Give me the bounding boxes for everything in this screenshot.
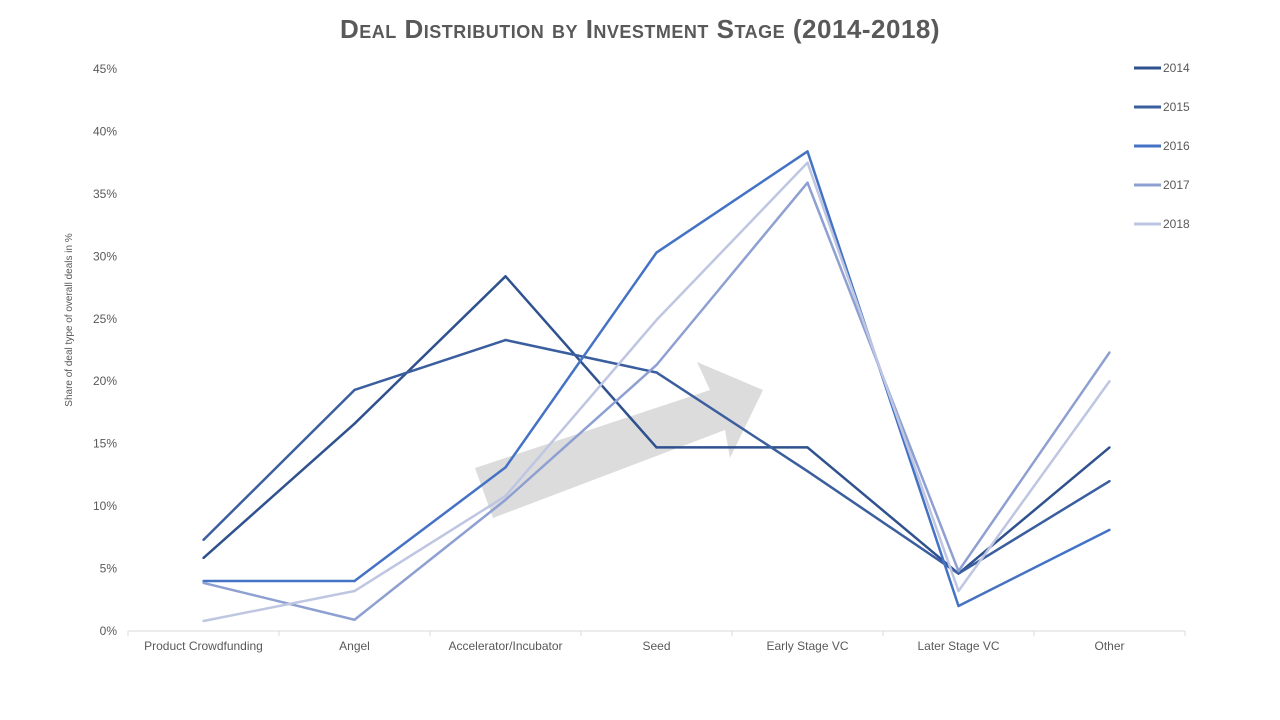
data-point-2017 bbox=[353, 618, 356, 621]
data-point-2015 bbox=[806, 469, 809, 473]
data-point-2015 bbox=[504, 338, 507, 342]
y-tick-label: 25% bbox=[93, 312, 117, 326]
x-tick-label: Early Stage VC bbox=[766, 639, 848, 653]
data-point-2015 bbox=[655, 371, 658, 374]
data-point-2018 bbox=[1108, 380, 1111, 383]
x-tick-label: Later Stage VC bbox=[917, 639, 999, 653]
data-point-2014 bbox=[202, 556, 205, 560]
legend-label-2015: 2015 bbox=[1163, 100, 1190, 114]
data-point-2015 bbox=[1108, 479, 1111, 483]
y-tick-label: 40% bbox=[93, 124, 117, 138]
data-point-2018 bbox=[202, 619, 205, 623]
y-tick-label: 10% bbox=[93, 499, 117, 513]
data-point-2014 bbox=[655, 446, 658, 449]
data-point-2016 bbox=[806, 150, 809, 153]
data-point-2016 bbox=[1108, 528, 1111, 532]
x-tick-label: Accelerator/Incubator bbox=[448, 639, 562, 653]
legend-label-2018: 2018 bbox=[1163, 217, 1190, 231]
y-tick-label: 45% bbox=[93, 62, 117, 76]
data-point-2016 bbox=[353, 579, 356, 583]
legend-label-2017: 2017 bbox=[1163, 178, 1190, 192]
y-tick-label: 0% bbox=[100, 624, 118, 638]
data-point-2018 bbox=[957, 589, 960, 593]
data-point-2018 bbox=[353, 589, 356, 593]
legend-label-2016: 2016 bbox=[1163, 139, 1190, 153]
data-point-2018 bbox=[504, 494, 507, 498]
data-point-2018 bbox=[655, 318, 658, 322]
data-point-2015 bbox=[353, 388, 356, 392]
series-line-2015 bbox=[202, 338, 1111, 575]
trend-arrow bbox=[475, 362, 763, 518]
data-point-2017 bbox=[957, 569, 960, 573]
data-point-2018 bbox=[806, 161, 809, 164]
y-tick-label: 5% bbox=[100, 562, 118, 576]
legend-label-2014: 2014 bbox=[1163, 61, 1190, 75]
y-tick-label: 30% bbox=[93, 249, 117, 263]
chart-title: Deal Distribution by Investment Stage (2… bbox=[339, 14, 941, 44]
data-point-2015 bbox=[202, 538, 205, 542]
data-point-2017 bbox=[806, 181, 809, 184]
data-point-2014 bbox=[353, 422, 356, 425]
data-point-2017 bbox=[504, 498, 507, 502]
data-point-2016 bbox=[957, 604, 960, 608]
data-point-2014 bbox=[1108, 446, 1111, 449]
x-tick-label: Seed bbox=[642, 639, 670, 653]
series-line-2018 bbox=[203, 161, 1111, 623]
x-tick-label: Other bbox=[1094, 639, 1124, 653]
data-point-2016 bbox=[504, 466, 507, 469]
y-tick-label: 20% bbox=[93, 374, 117, 388]
series-line-2017 bbox=[203, 181, 1111, 622]
data-point-2017 bbox=[202, 581, 205, 585]
x-tick-label: Product Crowdfunding bbox=[144, 639, 263, 653]
data-point-2017 bbox=[655, 363, 658, 367]
data-point-2016 bbox=[655, 251, 658, 254]
series-line-2016 bbox=[203, 150, 1111, 608]
data-point-2014 bbox=[504, 275, 507, 278]
y-tick-label: 35% bbox=[93, 187, 117, 201]
y-tick-label: 15% bbox=[93, 437, 117, 451]
data-point-2015 bbox=[957, 572, 960, 575]
data-point-2017 bbox=[1108, 351, 1111, 354]
data-point-2014 bbox=[806, 446, 809, 449]
y-axis-label: Share of deal type of overall deals in % bbox=[64, 233, 75, 407]
data-point-2016 bbox=[202, 579, 205, 583]
x-tick-label: Angel bbox=[339, 639, 370, 653]
